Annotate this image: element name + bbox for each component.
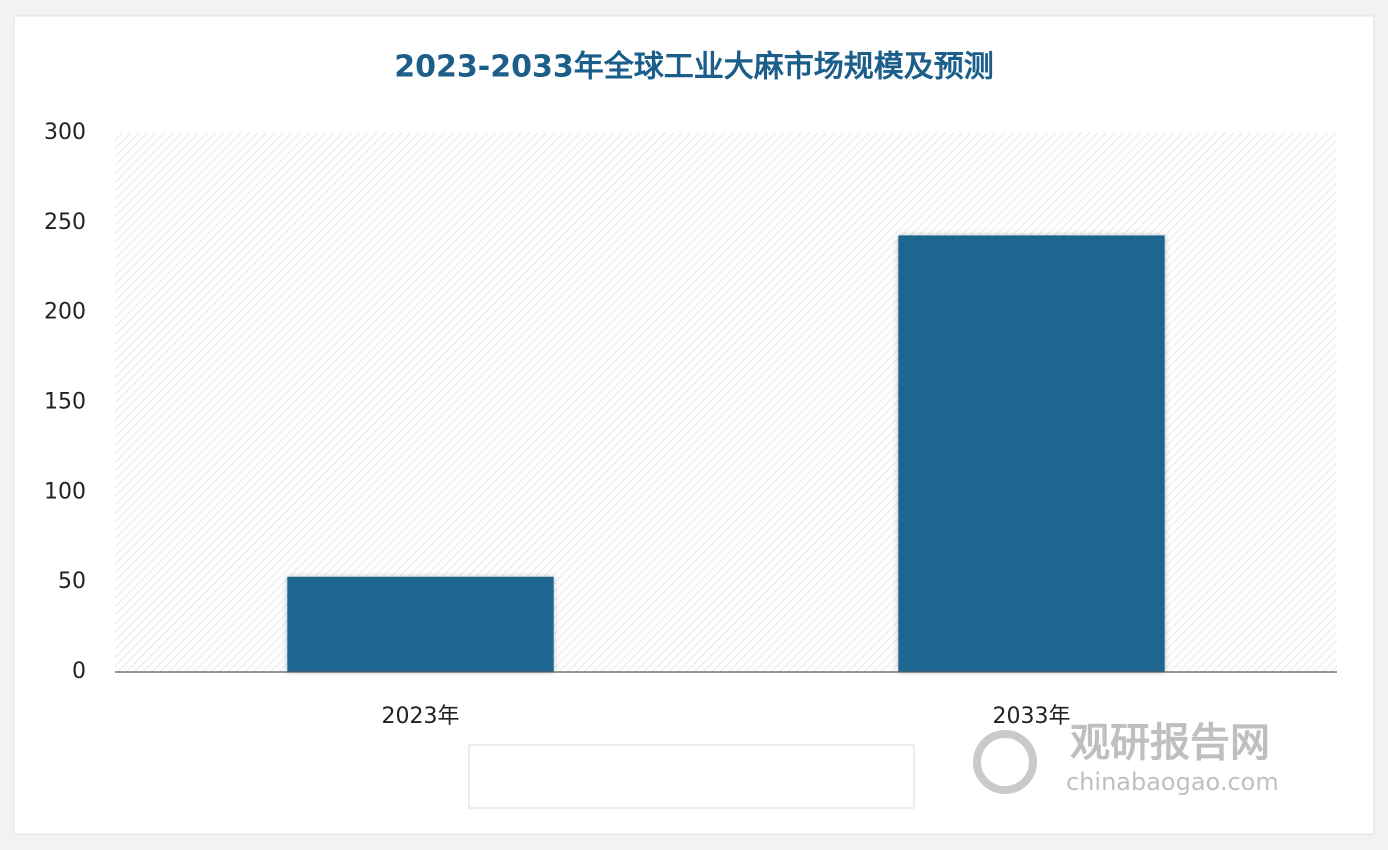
y-tick-label: 250 — [44, 210, 86, 235]
y-tick-label: 100 — [44, 479, 86, 504]
watermark: 观研报告网 chinabaogao.com — [973, 720, 1279, 796]
y-tick-label: 0 — [72, 659, 86, 684]
bar — [287, 576, 554, 672]
bar — [898, 235, 1165, 672]
y-tick-label: 300 — [44, 120, 86, 145]
y-tick-label: 200 — [44, 300, 86, 325]
watermark-url: chinabaogao.com — [1066, 768, 1279, 796]
x-tick-label: 2023年 — [382, 704, 460, 729]
y-tick-label: 50 — [58, 569, 86, 594]
legend-box — [468, 744, 915, 809]
watermark-title: 观研报告网 — [1070, 720, 1270, 766]
chart-title: 2023-2033年全球工业大麻市场规模及预测 — [394, 50, 993, 85]
x-tick-label: 2033年 — [993, 704, 1071, 729]
watermark-logo — [973, 730, 1037, 794]
y-tick-label: 150 — [44, 390, 86, 415]
